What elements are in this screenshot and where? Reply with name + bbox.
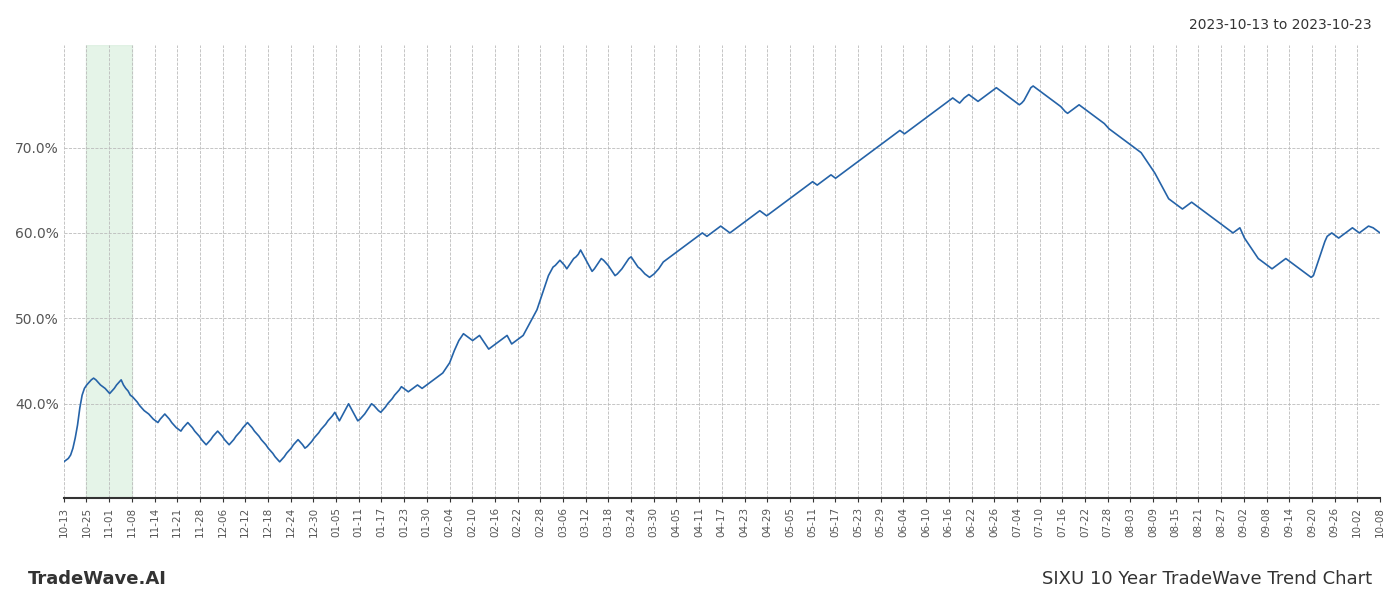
- Text: 2023-10-13 to 2023-10-23: 2023-10-13 to 2023-10-23: [1190, 18, 1372, 32]
- Bar: [87, 45, 132, 498]
- Text: TradeWave.AI: TradeWave.AI: [28, 570, 167, 588]
- Text: SIXU 10 Year TradeWave Trend Chart: SIXU 10 Year TradeWave Trend Chart: [1042, 570, 1372, 588]
